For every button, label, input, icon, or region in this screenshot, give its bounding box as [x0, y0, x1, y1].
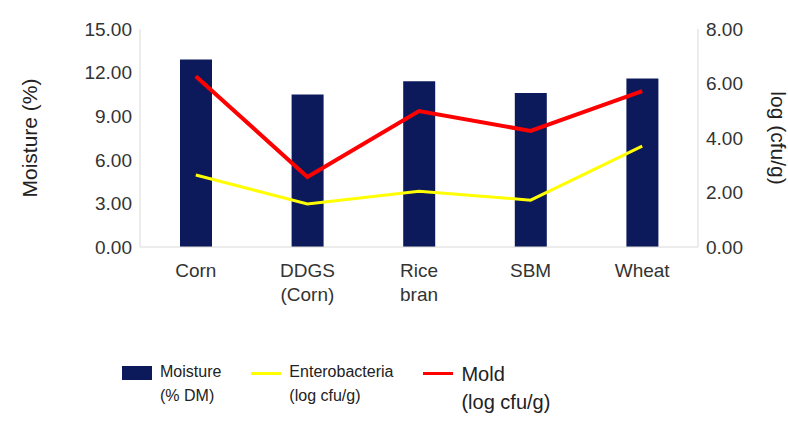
svg-text:9.00: 9.00	[95, 106, 132, 127]
html-text:Moisture: Moisture	[160, 363, 222, 380]
svg-text:6.00: 6.00	[706, 73, 743, 94]
svg-text:15.00: 15.00	[84, 19, 132, 40]
svg-text:0.00: 0.00	[95, 237, 132, 258]
svg-text:DDGS(Corn): DDGS(Corn)	[280, 260, 335, 305]
html-text:(log cfu/g): (log cfu/g)	[461, 391, 551, 413]
svg-text:Wheat: Wheat	[615, 260, 671, 281]
svg-text:Ricebran: Ricebran	[400, 260, 438, 305]
svg-text:2.00: 2.00	[706, 182, 743, 203]
svg-text:4.00: 4.00	[706, 128, 743, 149]
html-text:(% DM): (% DM)	[160, 387, 215, 404]
svg-text:log (cfu/g): log (cfu/g)	[767, 91, 780, 184]
svg-text:0.00: 0.00	[706, 237, 743, 258]
svg-text:8.00: 8.00	[706, 19, 743, 40]
svg-text:3.00: 3.00	[95, 193, 132, 214]
svg-text:6.00: 6.00	[95, 150, 132, 171]
html-text:Mold: Mold	[461, 363, 505, 385]
svg-text:12.00: 12.00	[84, 62, 132, 83]
html-text:(log cfu/g): (log cfu/g)	[289, 387, 361, 404]
svg-text:Moisture (%): Moisture (%)	[18, 78, 41, 197]
svg-text:SBM: SBM	[510, 260, 551, 281]
svg-text:Corn: Corn	[175, 260, 216, 281]
html-text:Enterobacteria: Enterobacteria	[289, 363, 394, 380]
